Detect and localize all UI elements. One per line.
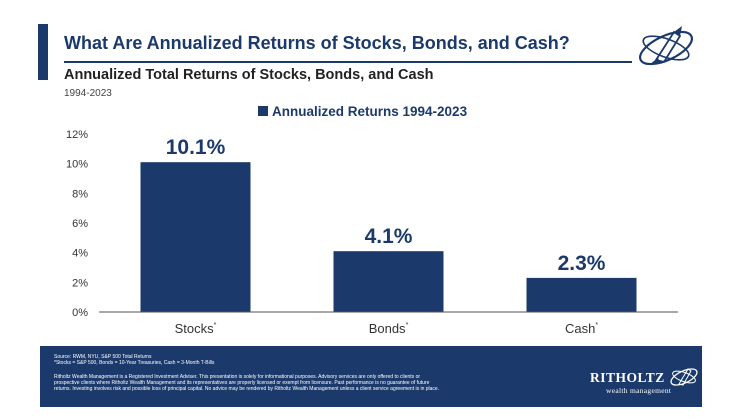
disclaimer-line-3: returns. Investing involves risk and pos… bbox=[54, 386, 440, 392]
y-tick-label: 2% bbox=[72, 277, 88, 289]
bar-chart: Annualized Returns 1994-2023 0% 2% 4% 6% 8% 10… bbox=[66, 104, 678, 336]
y-tick-label: 4% bbox=[72, 248, 88, 260]
page-title: What Are Annualized Returns of Stocks, B… bbox=[64, 33, 570, 53]
ritholtz-footer-logo-icon bbox=[670, 368, 698, 386]
chart-subtitle: Annualized Total Returns of Stocks, Bond… bbox=[64, 67, 434, 83]
title-accent-bar bbox=[38, 24, 48, 80]
category-marker: * bbox=[406, 322, 409, 329]
source-note: Source: RWM, NYU, S&P 500 Total Returns bbox=[54, 354, 152, 360]
date-range: 1994-2023 bbox=[64, 88, 112, 99]
bar bbox=[333, 251, 444, 312]
bar bbox=[526, 277, 637, 312]
bar bbox=[140, 162, 251, 312]
legend-label: Annualized Returns 1994-2023 bbox=[272, 104, 468, 119]
y-tick-label: 0% bbox=[72, 307, 88, 319]
category-label: Stocks* bbox=[175, 321, 217, 336]
ritholtz-logo-icon bbox=[639, 26, 693, 66]
title-divider bbox=[64, 61, 632, 63]
y-tick-label: 10% bbox=[66, 159, 88, 171]
definition-note: *Stocks = S&P 500, Bonds = 10-Year Treas… bbox=[54, 360, 215, 366]
data-label: 10.1% bbox=[166, 136, 226, 159]
data-label: 2.3% bbox=[558, 252, 606, 275]
disclaimer-line-2: prospective clients where Ritholtz Wealt… bbox=[54, 380, 430, 386]
category-label: Bonds* bbox=[369, 321, 409, 336]
data-label: 4.1% bbox=[365, 225, 413, 248]
y-tick-label: 8% bbox=[72, 188, 88, 200]
brand-name: RITHOLTZ bbox=[590, 370, 665, 385]
category-label: Cash* bbox=[565, 321, 598, 336]
category-marker: * bbox=[595, 322, 598, 329]
y-tick-label: 12% bbox=[66, 129, 88, 141]
category-marker: * bbox=[214, 322, 217, 329]
brand-tagline: wealth management bbox=[606, 386, 672, 395]
disclaimer-line-1: Ritholtz Wealth Management is a Register… bbox=[54, 374, 421, 380]
footer: Source: RWM, NYU, S&P 500 Total Returns … bbox=[40, 346, 702, 407]
legend-swatch bbox=[258, 106, 268, 116]
y-tick-label: 6% bbox=[72, 218, 88, 230]
